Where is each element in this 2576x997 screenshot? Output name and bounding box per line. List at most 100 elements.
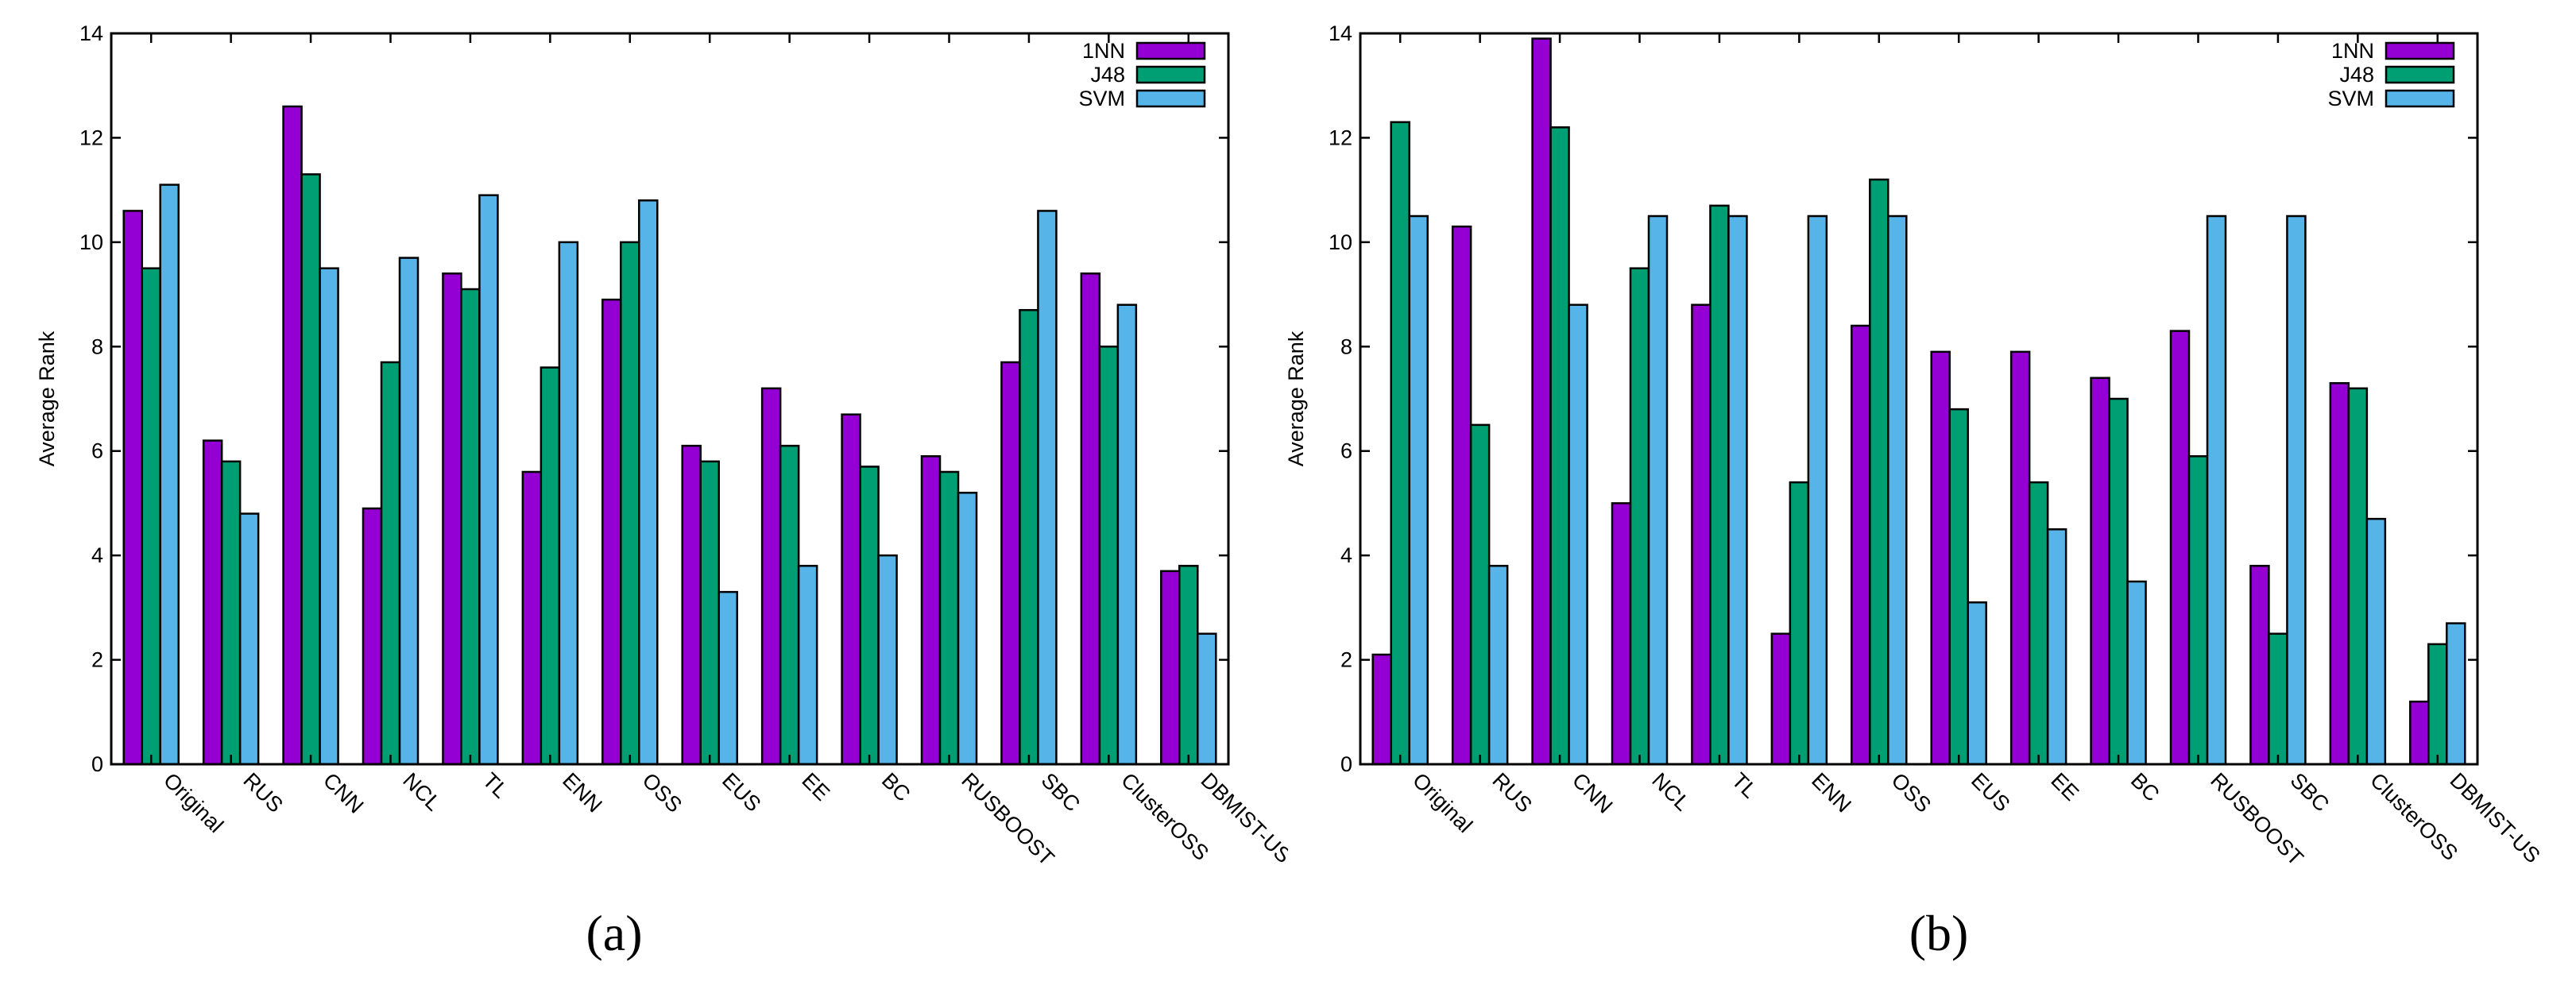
- bar-j48-eus-a: [699, 460, 720, 766]
- bar-1nn-rusboost-b: [2169, 330, 2191, 766]
- bar-1nn-rusboost-a: [920, 455, 942, 766]
- bar-svm-eus-a: [717, 590, 738, 766]
- bar-1nn-clusteross-a: [1080, 272, 1101, 766]
- bar-j48-bc-a: [859, 466, 880, 766]
- bar-j48-rus-a: [220, 460, 242, 766]
- bar-1nn-eus-b: [1930, 350, 1951, 766]
- bar-svm-ncl-b: [1647, 214, 1669, 766]
- y-tick-label-a: 6: [91, 439, 103, 463]
- bar-1nn-dbmist-us-a: [1160, 570, 1181, 766]
- bar-svm-ee-b: [2046, 528, 2067, 766]
- y-axis-title-b: Average Rank: [1288, 330, 1308, 466]
- x-tick-label-oss-a: OSS: [638, 768, 687, 817]
- bar-1nn-tl-b: [1691, 303, 1712, 766]
- x-tick-label-rus-b: RUS: [1487, 768, 1537, 817]
- bar-j48-enn-a: [540, 366, 561, 766]
- legend-label-svm-b: SVM: [2327, 87, 2374, 110]
- bar-1nn-oss-b: [1851, 324, 1871, 766]
- bar-svm-oss-a: [638, 199, 659, 766]
- bar-1nn-eus-a: [681, 444, 702, 766]
- y-tick-label-b: 8: [1340, 334, 1352, 358]
- x-tick-label-original-b: Original: [1408, 768, 1477, 837]
- x-tick-label-bc-b: BC: [2126, 768, 2164, 806]
- bar-j48-dbmist-us-b: [2427, 643, 2448, 766]
- bar-1nn-rus-b: [1451, 225, 1472, 766]
- x-tick-label-enn-b: ENN: [1807, 768, 1856, 817]
- bar-j48-ee-b: [2028, 481, 2049, 766]
- x-tick-label-sbc-b: SBC: [2286, 768, 2334, 816]
- bar-svm-sbc-a: [1037, 210, 1058, 766]
- bar-1nn-sbc-b: [2249, 565, 2270, 766]
- bar-1nn-ee-b: [2009, 350, 2031, 766]
- chart-panel-b: 0 2 4 6 8 10 12 14 Original RUS CNN NCL TL ENN OSS EUS E…: [1288, 0, 2576, 997]
- bar-j48-sbc-b: [2268, 632, 2288, 766]
- x-tick-label-ee-a: EE: [797, 768, 834, 806]
- legend-label-1nn-b: 1NN: [2331, 39, 2374, 63]
- bar-svm-ee-a: [797, 565, 818, 766]
- legend-label-svm-a: SVM: [1078, 87, 1125, 110]
- bar-j48-cnn-b: [1549, 126, 1570, 766]
- legend-swatch-svm-b: [2385, 89, 2455, 108]
- y-tick-label-a: 10: [79, 230, 103, 254]
- bar-j48-ee-a: [779, 444, 800, 766]
- chart-panel-a: 0 2 4 6 8 10 12 14 Original RUS CNN NCL TL ENN OSS EUS E…: [35, 21, 1288, 961]
- y-tick-label-b: 4: [1340, 543, 1352, 567]
- legend-swatch-1nn-a: [1135, 41, 1206, 60]
- bar-1nn-cnn-a: [282, 105, 303, 766]
- bar-j48-tl-b: [1709, 204, 1730, 766]
- x-tick-label-rus-a: RUS: [238, 768, 288, 817]
- bar-svm-rusboost-a: [957, 492, 978, 766]
- bar-j48-ncl-b: [1629, 267, 1650, 766]
- bar-j48-bc-b: [2108, 397, 2129, 766]
- y-tick-label-b: 6: [1340, 439, 1352, 463]
- bar-svm-clusteross-a: [1116, 303, 1138, 766]
- bar-1nn-dbmist-us-b: [2409, 700, 2430, 766]
- bar-svm-oss-b: [1887, 214, 1908, 766]
- plot-frame-a: [110, 32, 1230, 766]
- bar-j48-original-b: [1390, 121, 1410, 766]
- bar-svm-tl-a: [478, 194, 499, 766]
- bar-j48-oss-a: [620, 241, 640, 766]
- x-tick-label-original-a: Original: [159, 768, 228, 837]
- bar-svm-clusteross-b: [2365, 517, 2387, 766]
- bar-j48-clusteross-a: [1098, 346, 1120, 766]
- x-tick-label-tl-b: TL: [1727, 768, 1762, 802]
- bar-1nn-ncl-b: [1611, 502, 1632, 766]
- bar-1nn-ncl-a: [362, 507, 383, 766]
- bar-svm-original-a: [159, 184, 180, 766]
- bar-svm-enn-b: [1807, 214, 1828, 766]
- bar-svm-rusboost-b: [2206, 214, 2227, 766]
- bar-1nn-ee-a: [760, 387, 782, 766]
- y-tick-label-a: 8: [91, 334, 103, 358]
- bar-svm-tl-b: [1727, 214, 1748, 766]
- x-tick-label-dbmist-us-b: DBMIST-US: [2446, 768, 2545, 868]
- x-tick-label-ncl-a: NCL: [398, 768, 445, 815]
- bar-svm-eus-b: [1967, 601, 1987, 766]
- bar-j48-tl-a: [460, 288, 481, 766]
- bar-1nn-original-b: [1371, 653, 1392, 766]
- bar-svm-cnn-a: [319, 267, 339, 766]
- bar-svm-bc-b: [2126, 580, 2147, 766]
- bar-1nn-original-a: [122, 210, 143, 766]
- legend-swatch-j48-b: [2385, 65, 2455, 84]
- y-tick-label-a: 2: [91, 648, 103, 672]
- legend-label-j48-a: J48: [1090, 63, 1125, 87]
- bar-svm-rus-b: [1487, 565, 1509, 766]
- y-tick-label-b: 12: [1329, 126, 1352, 149]
- x-tick-label-sbc-a: SBC: [1037, 768, 1085, 816]
- x-tick-label-enn-a: ENN: [558, 768, 607, 817]
- legend-swatch-j48-a: [1135, 65, 1206, 84]
- legend-label-1nn-a: 1NN: [1082, 39, 1125, 63]
- bar-1nn-oss-a: [601, 298, 622, 766]
- bar-chart-a: 0 2 4 6 8 10 12 14 Original RUS CNN NCL TL ENN OSS EUS E…: [35, 21, 1288, 870]
- bar-1nn-enn-b: [1770, 632, 1792, 766]
- x-tick-label-dbmist-us-a: DBMIST-US: [1197, 768, 1288, 868]
- bar-j48-rusboost-a: [938, 470, 960, 766]
- x-tick-label-cnn-a: CNN: [319, 768, 369, 818]
- bar-1nn-clusteross-b: [2329, 382, 2350, 766]
- bar-j48-original-a: [141, 267, 161, 766]
- bar-1nn-rus-a: [202, 439, 223, 766]
- bar-svm-dbmist-us-b: [2446, 622, 2466, 766]
- x-tick-label-eus-a: EUS: [717, 768, 765, 816]
- bar-j48-rus-b: [1469, 423, 1491, 766]
